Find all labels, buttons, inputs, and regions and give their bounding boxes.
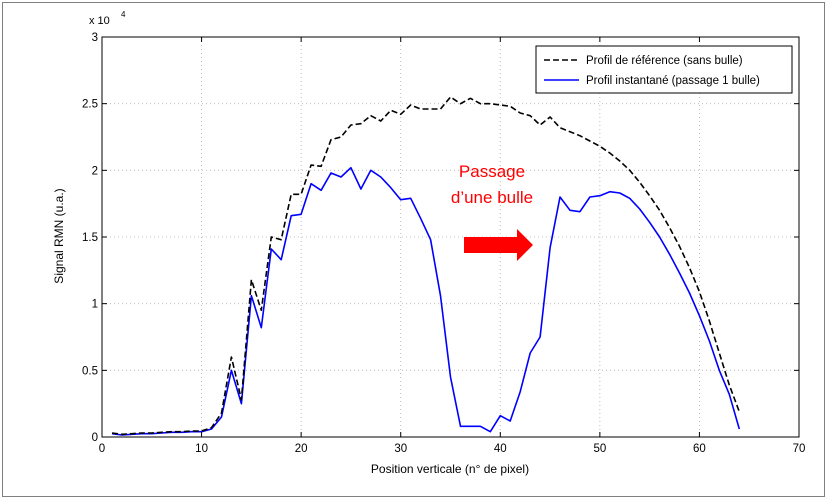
- annotation-line1: Passage: [459, 162, 525, 181]
- series-layer: [111, 96, 741, 436]
- annotation: Passage d’une bulle: [451, 162, 533, 261]
- x-tick-label: 40: [494, 443, 507, 455]
- y-tick-label: 0.5: [82, 365, 98, 377]
- x-axis-label: Position verticale (n° de pixel): [371, 462, 529, 476]
- legend-box: [535, 45, 793, 94]
- x-tick-label: 0: [99, 443, 105, 455]
- series-line-reference: [111, 96, 741, 436]
- y-axis-label: Signal RMN (u.a.): [52, 188, 66, 283]
- y-tick-label: 1.5: [82, 232, 98, 244]
- x-tick-label: 70: [793, 443, 806, 455]
- ticks: [101, 36, 800, 438]
- legend-label-reference: Profil de référence (sans bulle): [586, 55, 743, 67]
- x-tick-label: 20: [295, 443, 308, 455]
- tick-labels: 0 10 20 30 40 50 60 70 0 0.5 1 1.5 2 2.5 3: [82, 32, 805, 455]
- x-tick-label: 10: [195, 443, 208, 455]
- x-tick-label: 30: [394, 443, 407, 455]
- y-multiplier-base: x 10: [89, 15, 110, 27]
- legend-label-instant: Profil instantané (passage 1 bulle): [586, 75, 760, 87]
- y-multiplier-exponent: 4: [121, 10, 126, 19]
- x-tick-label: 50: [593, 443, 606, 455]
- x-tick-label: 60: [693, 443, 706, 455]
- line-chart: 0 10 20 30 40 50 60 70 0 0.5 1 1.5 2 2.5 3 x 10 4 Posi…: [52, 10, 805, 476]
- series-line-instant: [111, 166, 741, 436]
- y-tick-label: 1: [92, 299, 98, 311]
- annotation-arrow-icon: [464, 229, 533, 261]
- legend: Profil de référence (sans bulle) Profil …: [535, 45, 793, 94]
- y-tick-label: 2: [92, 165, 98, 177]
- y-tick-label: 0: [92, 432, 98, 444]
- y-tick-label: 2.5: [82, 99, 98, 111]
- y-tick-label: 3: [92, 32, 98, 44]
- annotation-line2: d’une bulle: [451, 188, 533, 207]
